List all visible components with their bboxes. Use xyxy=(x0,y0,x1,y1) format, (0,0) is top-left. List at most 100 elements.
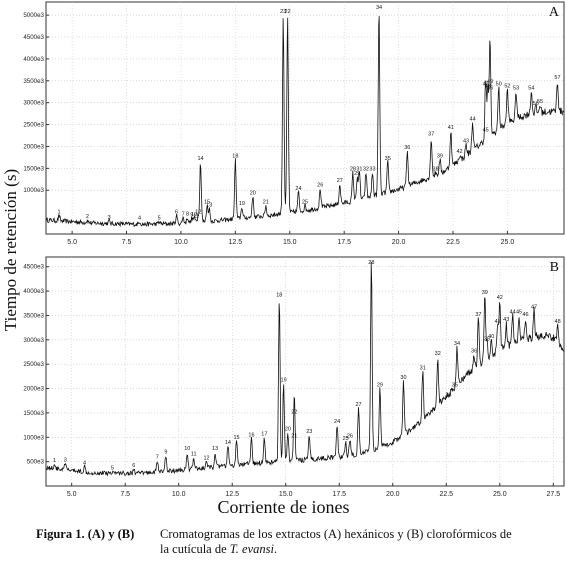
peak-label: 23 xyxy=(280,9,286,15)
peak-label: 39 xyxy=(437,154,443,160)
peak-label: 10 xyxy=(191,212,197,218)
peak-label: 44 xyxy=(510,309,516,315)
peak-label: 18 xyxy=(232,154,238,160)
peak-label: 43 xyxy=(503,317,509,323)
peak-label: 14 xyxy=(197,156,203,162)
peak-label: 19 xyxy=(281,378,287,384)
y-tick-label: 2500e3 xyxy=(23,122,44,129)
peak-label: 23 xyxy=(306,429,312,435)
peak-label: 37 xyxy=(428,132,434,138)
peak-label: 43 xyxy=(463,138,469,144)
peak-label: 25 xyxy=(343,436,349,442)
y-tick-label: 3500e3 xyxy=(23,78,44,85)
peak-label: 5 xyxy=(158,216,161,222)
peak-label: 3 xyxy=(108,215,111,221)
peak-label: 5 xyxy=(111,465,114,471)
y-tick-label: 1500e3 xyxy=(23,410,44,417)
x-tick-label: 7.5 xyxy=(122,239,132,246)
x-tick-label: 7.5 xyxy=(120,491,130,498)
peak-label: 40 xyxy=(488,334,494,340)
peak-label: 33 xyxy=(445,392,451,398)
y-tick-label: 2500e3 xyxy=(23,361,44,368)
peak-label: 42 xyxy=(456,149,462,155)
x-tick-label: 12.5 xyxy=(225,491,239,498)
peak-label: 57 xyxy=(554,75,560,81)
panel-letter: A xyxy=(549,5,560,20)
plot-frame xyxy=(45,1,565,235)
x-tick-label: 25.0 xyxy=(501,239,515,246)
chromatogram-trace xyxy=(45,261,565,477)
peak-label: 36 xyxy=(404,145,410,151)
peak-label: 14 xyxy=(225,440,231,446)
x-tick-label: 17.5 xyxy=(337,239,351,246)
y-tick-label: 1000e3 xyxy=(23,434,44,441)
peak-label: 7 xyxy=(182,211,185,217)
peak-label: 56 xyxy=(533,101,539,107)
peak-label: 8 xyxy=(186,211,189,217)
peak-label: 38 xyxy=(484,336,490,342)
caption-line2: la cutícula de T. evansi. xyxy=(36,542,556,557)
x-tick-label: 12.5 xyxy=(229,239,243,246)
x-tick-label: 17.5 xyxy=(332,491,346,498)
peak-label: 15 xyxy=(233,435,239,441)
y-tick-label: 5000e3 xyxy=(23,12,44,19)
peak-label: 13 xyxy=(212,446,218,452)
y-tick-label: 3000e3 xyxy=(23,337,44,344)
peak-label: 32 xyxy=(435,351,441,357)
x-tick-label: 15.0 xyxy=(279,491,293,498)
peak-label: 44 xyxy=(470,116,476,122)
x-tick-label: 15.0 xyxy=(283,239,297,246)
y-tick-label: 3000e3 xyxy=(23,100,44,107)
peak-label: 25 xyxy=(302,200,308,206)
peak-label: 42 xyxy=(497,295,503,301)
peak-label: 45 xyxy=(516,309,522,315)
peak-label: 29 xyxy=(377,383,383,389)
peak-label: 49 xyxy=(487,79,493,85)
peak-label: 54 xyxy=(528,86,534,92)
peak-label: 6 xyxy=(132,463,135,469)
peak-label: 47 xyxy=(483,81,489,87)
peak-label: 11 xyxy=(193,214,199,220)
peak-label: 20 xyxy=(250,190,256,196)
peak-label: 15 xyxy=(204,200,210,206)
peak-label: 20 xyxy=(285,426,291,432)
caption-text-end: . xyxy=(273,542,278,556)
peak-label: 53 xyxy=(513,86,519,92)
peak-label: 50 xyxy=(496,81,502,87)
peak-label: 31 xyxy=(356,167,362,173)
peak-label: 11 xyxy=(191,452,197,458)
peak-label: 28 xyxy=(350,167,356,173)
peak-label: 52 xyxy=(504,84,510,90)
peak-label: 41 xyxy=(448,125,454,131)
x-tick-label: 20.0 xyxy=(392,239,406,246)
peak-label: 41 xyxy=(495,319,501,325)
figure-caption: Figura 1. (A) y (B) Cromatogramas de los … xyxy=(36,527,556,557)
peak-label: 10 xyxy=(184,446,190,452)
peak-label: 18 xyxy=(276,292,282,298)
x-tick-label: 27.5 xyxy=(546,491,560,498)
peak-label: 37 xyxy=(475,312,481,318)
peak-label: 32 xyxy=(363,167,369,173)
peak-label: 17 xyxy=(261,431,267,437)
y-tick-label: 2000e3 xyxy=(23,143,44,150)
peak-label: 34 xyxy=(454,341,460,347)
x-tick-label: 5.0 xyxy=(67,239,77,246)
peak-label: 2 xyxy=(86,214,89,220)
peak-label: 21 xyxy=(291,434,297,440)
caption-text-line1: Cromatogramas de los extractos (A) hexán… xyxy=(160,527,512,541)
y-tick-label: 1000e3 xyxy=(23,187,44,194)
y-tick-label: 3500e3 xyxy=(23,312,44,319)
peak-label: 46 xyxy=(522,312,528,318)
y-tick-label: 4500e3 xyxy=(23,264,44,271)
chromatogram-figure: 1000e3 1500e3 2000e3 2500e3 3000e3 3500e3 4000… xyxy=(23,1,565,498)
panel-letter: B xyxy=(550,260,559,275)
peak-label: 9 xyxy=(164,449,167,455)
peak-label: 12 xyxy=(203,456,209,462)
y-tick-label: 1500e3 xyxy=(23,165,44,172)
y-tick-label: 4000e3 xyxy=(23,56,44,63)
peak-label: 35 xyxy=(452,383,458,389)
peak-label: 1 xyxy=(53,458,56,464)
peak-label: 22 xyxy=(285,9,291,15)
peak-label: 9 xyxy=(190,213,193,219)
chromatogram-trace xyxy=(45,16,565,228)
